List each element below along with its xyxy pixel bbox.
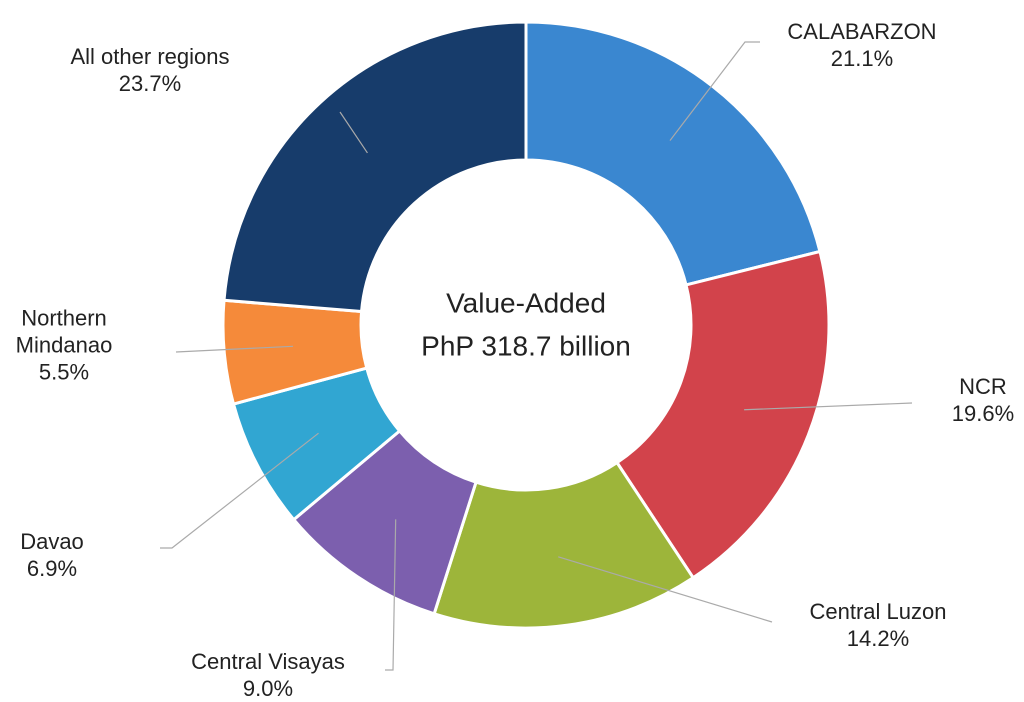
slice-label: Northern Mindanao 5.5% [4,305,124,386]
value-label: 9.0% [242,676,294,701]
leader-line [744,402,913,411]
category-label: All other regions [70,44,230,69]
value-label: 5.5% [38,359,90,385]
slice-label: Central Luzon 14.2% [778,598,978,652]
category-label: Northern Mindanao [15,305,113,358]
value-label: 23.7% [118,71,182,96]
slice-label: CALABARZON 21.1% [762,18,962,72]
slice-label: All other regions 23.7% [30,43,270,97]
slice-label: Davao 6.9% [2,528,102,582]
value-label: 14.2% [846,626,910,651]
value-label: 19.6% [951,401,1015,426]
value-label: 21.1% [830,46,894,71]
category-label: Central Luzon [809,599,947,624]
donut-slice [524,20,822,287]
leader-line [339,111,368,154]
category-label: CALABARZON [787,19,937,44]
leader-line [558,556,773,623]
leader-line [669,41,760,141]
donut-slice [432,460,696,630]
leader-line [160,432,319,549]
center-label: PhP 318.7 billion [421,330,631,361]
category-label: Davao [20,529,84,554]
value-label: 6.9% [26,556,78,581]
category-label: NCR [959,374,1007,399]
center-label: Value-Added [446,287,606,318]
slice-label: Central Visayas 9.0% [148,648,388,702]
donut-slice [222,20,528,314]
slice-label: NCR 19.6% [933,373,1024,427]
leader-line [175,345,293,353]
category-label: Central Visayas [191,649,345,674]
donut-slice [614,249,831,580]
leader-line [385,519,397,671]
